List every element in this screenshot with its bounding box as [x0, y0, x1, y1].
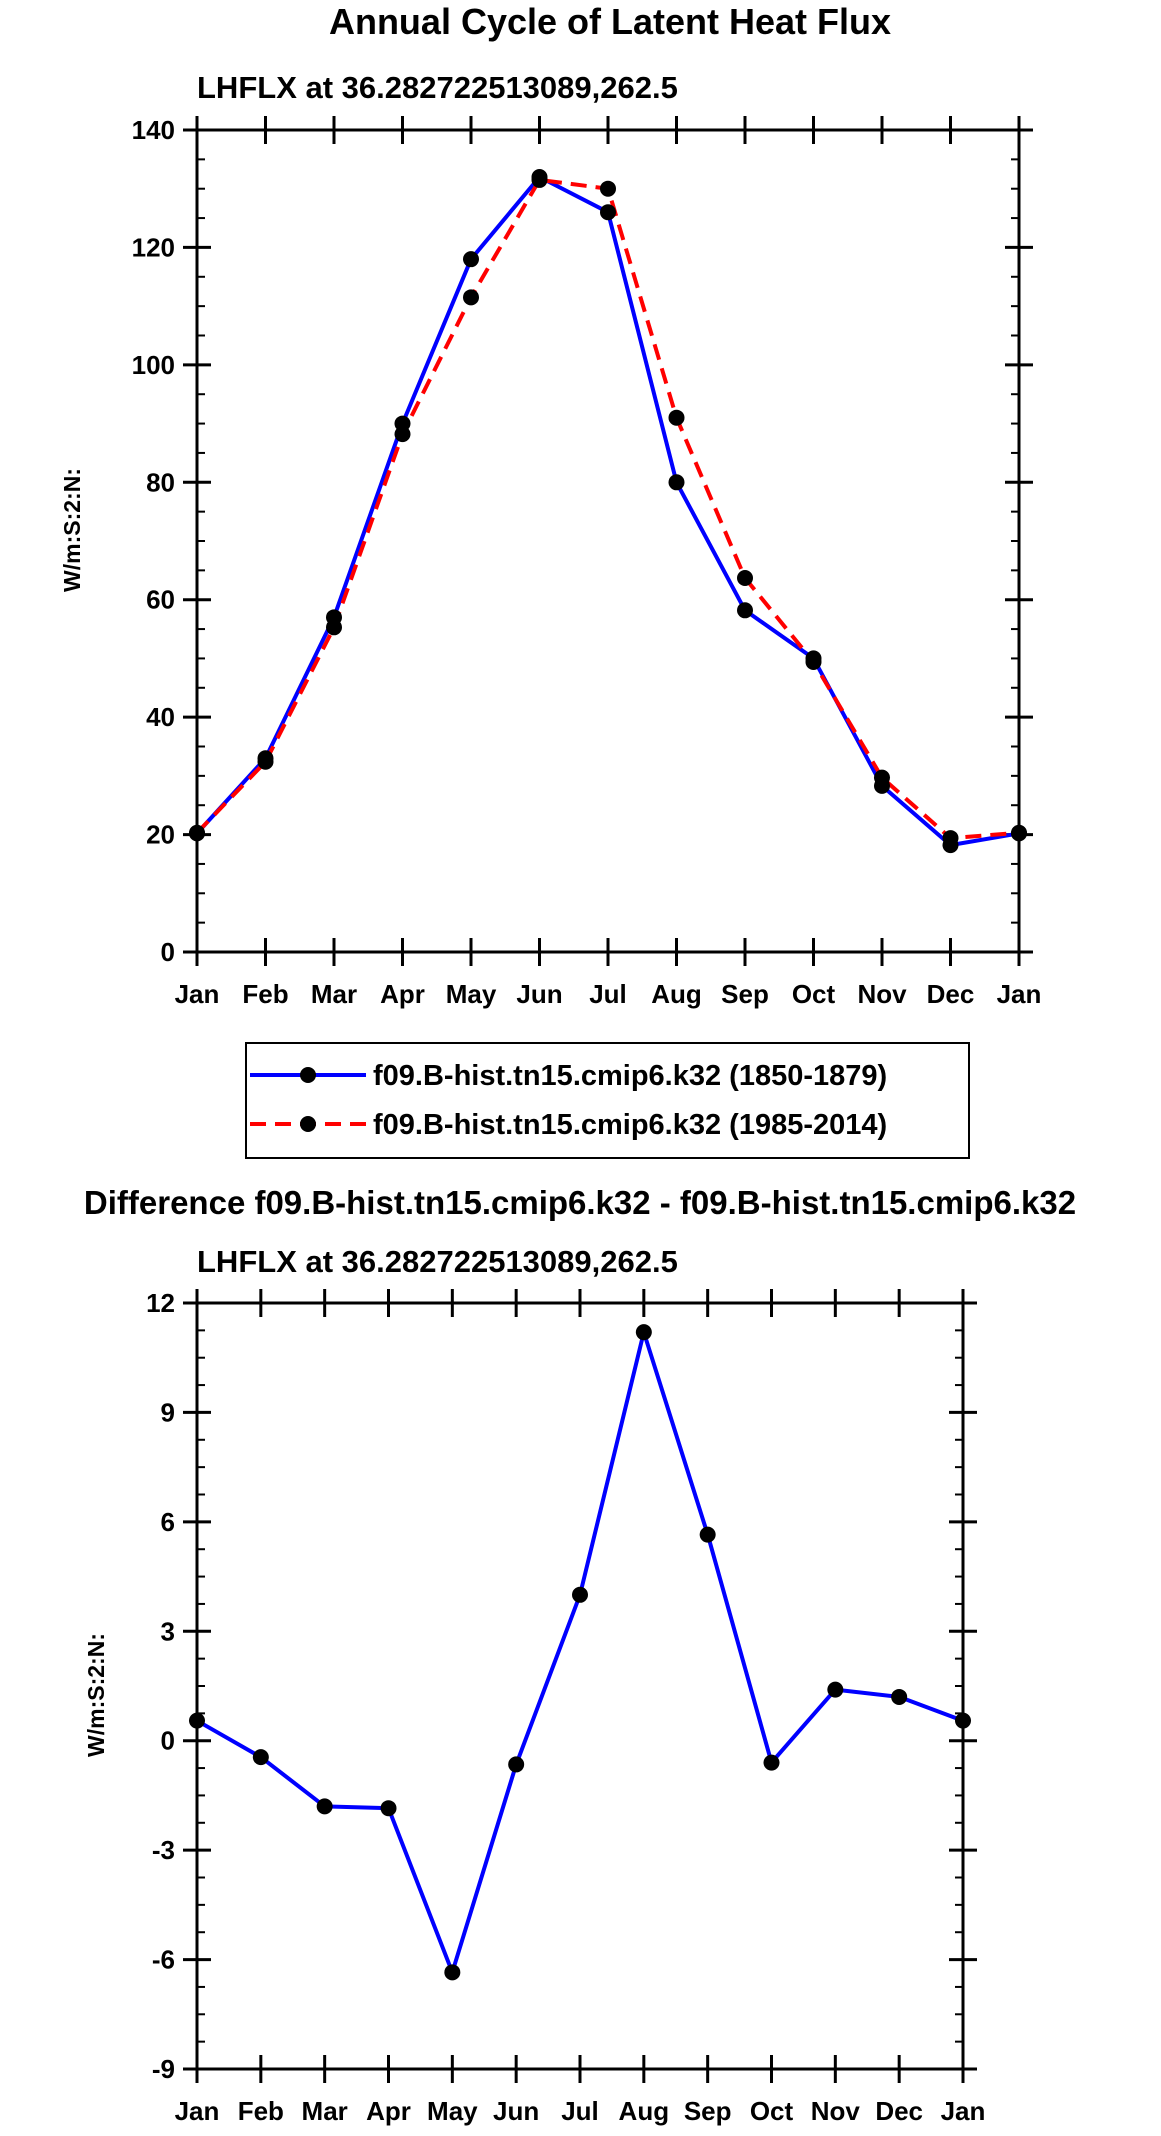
panel1-series-2-point [874, 769, 890, 786]
panel2-major-ticks [183, 1289, 977, 2083]
panel2-plot-frame [195, 1301, 965, 2071]
panel1-plot-frame [195, 128, 1021, 954]
panel2-suptitle: Difference f09.B-hist.tn15.cmip6.k32 - f… [84, 1184, 1076, 1221]
panel1-x-tick-label: Jul [589, 979, 627, 1009]
panel1-series-1-point [600, 204, 616, 221]
panel2-series-1-point [380, 1800, 397, 1817]
legend-marker-1 [300, 1067, 316, 1083]
panel1-x-tick-label: Aug [651, 979, 702, 1009]
panel1-y-tick-label: 100 [132, 350, 175, 380]
panel2-y-axis-label: W/m:S:2:N: [83, 1633, 109, 1757]
panel1-y-tick-label: 80 [146, 467, 175, 497]
panel1-x-tick-label: Oct [792, 979, 836, 1009]
panel1-x-tick-label: Jun [516, 979, 562, 1009]
figure-title: Annual Cycle of Latent Heat Flux [329, 1, 891, 42]
panel2-y-tick-label: 0 [161, 1726, 175, 1756]
panel2-x-tick-label: Jun [493, 2096, 539, 2126]
panel2-series-1-point [508, 1756, 525, 1773]
panel2-y-tick-label: 3 [161, 1616, 175, 1646]
panel1-series-2-point [531, 171, 548, 188]
panel2-y-tick-label: -9 [152, 2054, 175, 2084]
panel2-series-1-point [635, 1324, 652, 1341]
panel2-series [189, 1324, 971, 1981]
panel2-x-tick-label: Jan [941, 2096, 986, 2126]
panel2-series-1-point [827, 1681, 844, 1698]
panel1-series-2-point [394, 426, 411, 443]
panel2-series-1-point [316, 1798, 333, 1815]
panel1-x-tick-label: Nov [857, 979, 907, 1009]
panel2-y-tick-label: 9 [161, 1397, 175, 1427]
panel1-x-tick-label: Sep [721, 979, 769, 1009]
panel1-series [189, 168, 1027, 854]
panel2-x-tick-label: Nov [811, 2096, 861, 2126]
panel2-y-tick-label: 6 [161, 1507, 175, 1537]
panel1-y-tick-label: 120 [132, 232, 175, 262]
panel1-y-tick-label: 40 [146, 702, 175, 732]
panel1-y-tick-label: 140 [132, 115, 175, 145]
panel2-x-tick-label: Jan [175, 2096, 220, 2126]
panel2-x-tick-label: May [427, 2096, 478, 2126]
panel2-series-1-point [572, 1586, 588, 1603]
panel1-series-line-2 [195, 177, 1020, 841]
panel2-title: LHFLX at 36.282722513089,262.5 [197, 1244, 678, 1279]
panel1-series-2-point [326, 619, 342, 636]
legend-entry-1: f09.B-hist.tn15.cmip6.k32 (1850-1879) [250, 1060, 887, 1092]
panel2-series-1-point [699, 1526, 716, 1543]
panel2-series-1-point [763, 1754, 780, 1771]
panel2-series-1-point [891, 1688, 908, 1705]
panel1-x-tick-label: May [446, 979, 497, 1009]
panel2-series-line-1 [196, 1330, 964, 1975]
panel2-x-tick-label: Feb [238, 2096, 284, 2126]
panel1-series-1-point [463, 251, 479, 268]
panel1-y-tick-label: 0 [161, 937, 175, 967]
panel1-x-tick-labels: Jan Feb Mar Apr May Jun Jul Aug Sep Oct Nov Dec Jan [175, 979, 1042, 1009]
panel1-series-2-point [600, 180, 616, 197]
panel1-minor-ticks [197, 158, 1019, 924]
panel1-series-2-point [942, 830, 959, 847]
panel1-legend: f09.B-hist.tn15.cmip6.k32 (1850-1879) f0… [245, 1042, 970, 1159]
panel2-y-tick-label: 12 [146, 1288, 175, 1318]
panel2-y-tick-labels: -9 -6 -3 0 3 6 9 12 [146, 1288, 175, 2084]
panel1-y-tick-label: 60 [146, 585, 175, 615]
legend-box [245, 1042, 970, 1159]
panel2-x-tick-label: Oct [750, 2096, 794, 2126]
panel1-series-line-1 [195, 175, 1020, 848]
panel1-major-ticks [183, 116, 1033, 966]
panel1-series-2-point [737, 569, 753, 586]
panel2-x-tick-label: Sep [684, 2096, 732, 2126]
panel1-x-tick-label: Feb [242, 979, 288, 1009]
panel1-y-axis-label: W/m:S:2:N: [59, 468, 85, 592]
panel1-x-tick-label: Mar [311, 979, 357, 1009]
panel2-series-1-point [444, 1964, 461, 1981]
panel1-title: LHFLX at 36.282722513089,262.5 [197, 70, 678, 105]
panel1-series-2-point [257, 753, 274, 770]
panel2-x-tick-label: Apr [366, 2096, 411, 2126]
panel1-x-tick-label: Jan [175, 979, 220, 1009]
legend-entry-2: f09.B-hist.tn15.cmip6.k32 (1985-2014) [250, 1109, 887, 1141]
panel1-x-tick-label: Dec [927, 979, 975, 1009]
panel2-x-tick-label: Aug [619, 2096, 670, 2126]
panel2-x-tick-labels: Jan Feb Mar Apr May Jun Jul Aug Sep Oct Nov Dec Jan [175, 2096, 986, 2126]
panel1-x-tick-label: Jan [997, 979, 1042, 1009]
panel2-y-tick-label: -6 [152, 1945, 175, 1975]
panel2-x-tick-label: Dec [875, 2096, 923, 2126]
panel2-minor-ticks [197, 1329, 963, 2043]
panel1-series-2-point [805, 653, 822, 670]
panel2-x-tick-label: Mar [302, 2096, 348, 2126]
panel1-y-tick-labels: 0 20 40 60 80 100 120 140 [132, 115, 175, 967]
panel1-series-1-point [668, 474, 685, 491]
panel1-x-tick-label: Apr [380, 979, 425, 1009]
panel1-series-2-point [463, 289, 479, 306]
panel2-y-tick-label: -3 [152, 1835, 175, 1865]
panel2-x-tick-label: Jul [561, 2096, 599, 2126]
panel1-series-1-point [737, 602, 753, 619]
panel1-y-tick-label: 20 [146, 820, 175, 850]
legend-label-1: f09.B-hist.tn15.cmip6.k32 (1850-1879) [373, 1060, 887, 1092]
legend-marker-2 [300, 1116, 316, 1132]
panel1-series-2-point [668, 409, 685, 426]
panel2-series-1-point [252, 1749, 269, 1766]
legend-label-2: f09.B-hist.tn15.cmip6.k32 (1985-2014) [373, 1109, 887, 1141]
